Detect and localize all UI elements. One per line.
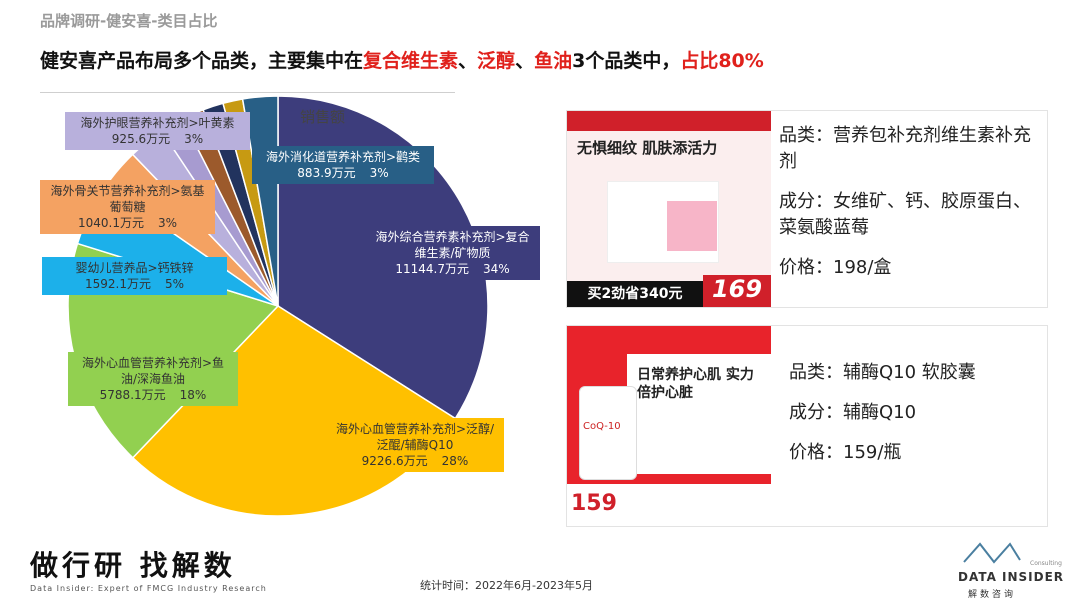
headline-part: 3个品类中， [572, 50, 681, 72]
product-line: 成分：辅酶Q10 [789, 402, 917, 423]
label-share: 3% [369, 166, 389, 180]
pie-label: 海外心血管营养补充剂>鱼油/深海鱼油 5788.1万元 18% [68, 352, 238, 406]
label-share: 34% [482, 262, 510, 276]
pie-label: 海外骨关节营养补充剂>氨基葡萄糖 1040.1万元 3% [40, 180, 215, 234]
headline-part: 复合维生素 [363, 50, 459, 72]
label-values: 5788.1万元 18% [74, 387, 232, 403]
label-values: 1592.1万元 5% [48, 276, 221, 292]
product-line: 价格：198/盒 [779, 257, 892, 278]
headline-part: 、 [515, 50, 535, 72]
label-value: 925.6万元 [111, 132, 171, 146]
label-value: 883.9万元 [297, 166, 356, 180]
product-card: 无惧细纹 肌肤添活力 买2劲省340元 169 品类：营养包补充剂维生素补充剂成… [566, 110, 1048, 308]
headline-part: 占比80% [680, 50, 764, 72]
image-text: 买2劲省340元 [567, 281, 703, 307]
product-line: 价格：159/瓶 [789, 442, 902, 463]
label-share: 28% [441, 454, 469, 468]
product-line: 品类：营养包补充剂维生素补充剂 [779, 125, 1031, 172]
image-text: 159 [571, 491, 617, 516]
label-values: 883.9万元 3% [258, 165, 428, 181]
tagline: Data Insider: Expert of FMCG Industry Re… [30, 584, 267, 593]
product-info: 品类：营养包补充剂维生素补充剂 成分：女维矿、钙、胶原蛋白、菜氨酸蓝莓价格：198… [779, 123, 1039, 295]
label-value: 9226.6万元 [361, 454, 428, 468]
headline-part: 泛醇 [477, 50, 516, 72]
section-title: 品牌调研-健安喜-类目占比 [40, 12, 218, 30]
pie-label: 海外综合营养素补充剂>复合维生素/矿物质 11144.7万元 34% [365, 226, 540, 280]
label-value: 1592.1万元 [84, 277, 151, 291]
logo-sub: Consulting [1030, 560, 1062, 567]
label-values: 9226.6万元 28% [332, 453, 498, 469]
logo-mark [963, 542, 1021, 564]
headline-part: 、 [458, 50, 478, 72]
label-values: 1040.1万元 3% [46, 215, 209, 231]
logo: DATA INSIDER [958, 570, 1065, 584]
product-info: 品类：辅酶Q10 软胶囊 成分：辅酶Q10 价格：159/瓶 [789, 360, 1039, 480]
label-value: 11144.7万元 [395, 262, 469, 276]
image-text: 169 [703, 275, 771, 307]
label-category: 海外消化道营养补充剂>鹳类 [265, 150, 421, 164]
headline-part: 健安喜产品布局多个品类，主要集中在 [40, 50, 364, 72]
headline-part: 鱼油 [534, 50, 573, 72]
chart-title: 销售额 [300, 108, 346, 126]
image-text: CoQ-10 [583, 421, 621, 432]
label-category: 海外骨关节营养补充剂>氨基葡萄糖 [50, 184, 205, 214]
image-text: 无惧细纹 肌肤添活力 [577, 139, 718, 157]
label-value: 5788.1万元 [99, 388, 166, 402]
pie-label: 海外护眼营养补充剂>叶黄素 925.6万元 3% [65, 112, 250, 150]
product-image: 日常养护心肌 实力倍护心脏 CoQ-10 159 [567, 326, 771, 526]
label-share: 3% [157, 216, 178, 230]
slogan: 做行研 找解数 [30, 549, 236, 582]
label-value: 1040.1万元 [77, 216, 144, 230]
product-line: 品类：辅酶Q10 软胶囊 [789, 362, 976, 383]
label-share: 18% [179, 388, 207, 402]
label-values: 925.6万元 3% [71, 131, 244, 147]
label-category: 海外护眼营养补充剂>叶黄素 [80, 116, 235, 130]
product-line: 成分：女维矿、钙、胶原蛋白、菜氨酸蓝莓 [779, 191, 1031, 238]
pie-label: 海外消化道营养补充剂>鹳类 883.9万元 3% [252, 146, 434, 184]
product-image: 无惧细纹 肌肤添活力 买2劲省340元 169 [567, 111, 771, 307]
headline: 健安喜产品布局多个品类，主要集中在复合维生素、泛醇、鱼油3个品类中，占比80% [40, 46, 764, 73]
label-values: 11144.7万元 34% [371, 261, 534, 277]
label-category: 海外心血管营养补充剂>鱼油/深海鱼油 [81, 356, 225, 386]
label-share: 5% [164, 277, 185, 291]
label-share: 3% [184, 132, 204, 146]
logo-cn: 解数咨询 [968, 590, 1017, 600]
pie-label: 海外心血管营养补充剂>泛醇/泛醌/辅酶Q10 9226.6万元 28% [326, 418, 504, 472]
period-note: 统计时间：2022年6月-2023年5月 [420, 579, 593, 592]
pie-label: 婴幼儿营养品>钙铁锌 1592.1万元 5% [42, 257, 227, 295]
label-category: 海外综合营养素补充剂>复合维生素/矿物质 [375, 230, 530, 260]
label-category: 婴幼儿营养品>钙铁锌 [75, 261, 194, 275]
product-card: 日常养护心肌 实力倍护心脏 CoQ-10 159 品类：辅酶Q10 软胶囊 成分：… [566, 325, 1048, 527]
label-category: 海外心血管营养补充剂>泛醇/泛醌/辅酶Q10 [335, 422, 495, 452]
image-text: 日常养护心肌 实力倍护心脏 [637, 367, 754, 401]
divider [40, 92, 455, 93]
